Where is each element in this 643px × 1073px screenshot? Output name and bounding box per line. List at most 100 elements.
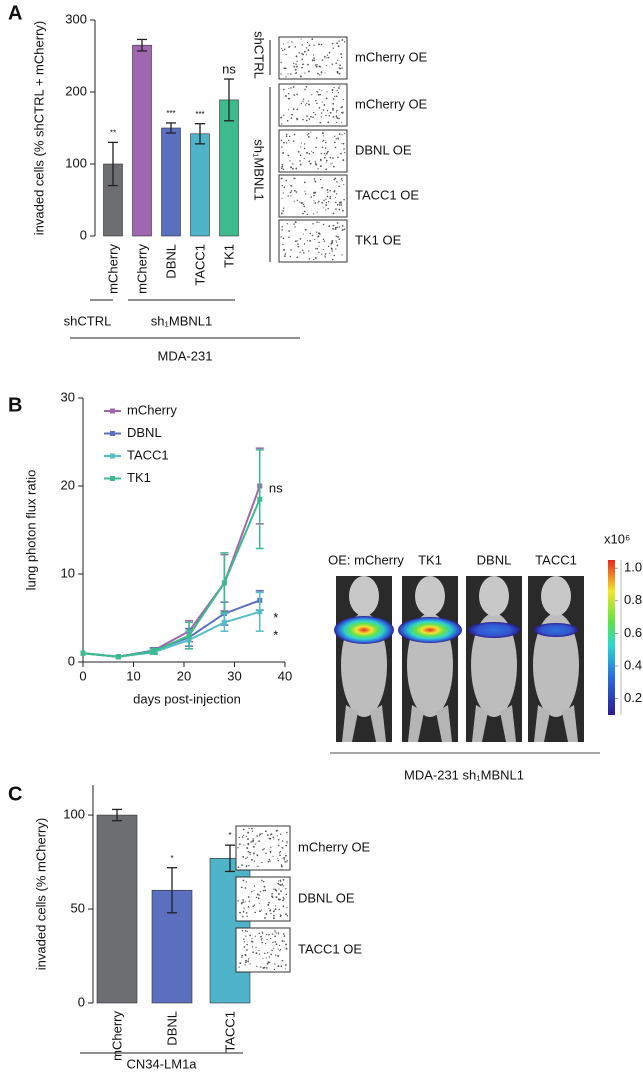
cell-dot xyxy=(306,240,308,242)
cell-dot xyxy=(321,101,323,103)
cell-dot xyxy=(248,828,250,830)
significance: * xyxy=(273,610,278,625)
cell-dot xyxy=(294,226,296,228)
cell-dot xyxy=(266,938,268,941)
legend-label: TK1 xyxy=(127,470,151,485)
cell-dot xyxy=(338,204,341,206)
cell-dot xyxy=(324,72,326,74)
cell-dot xyxy=(308,44,311,47)
cell-dot xyxy=(289,191,292,194)
cell-dot xyxy=(283,940,285,942)
cell-dot xyxy=(299,160,301,162)
signal xyxy=(334,616,394,644)
cell-dot xyxy=(311,94,313,96)
cell-dot xyxy=(329,195,332,198)
cell-dot xyxy=(306,41,309,44)
point xyxy=(221,619,227,625)
group-label: MDA-231 xyxy=(158,348,213,363)
cell-dot xyxy=(278,852,281,854)
cell-dot xyxy=(318,65,321,68)
mouse-legs xyxy=(408,705,452,742)
micrograph xyxy=(235,876,291,922)
legend-swatch xyxy=(110,476,115,481)
cell-dot xyxy=(247,958,250,960)
cell-dot xyxy=(320,152,323,155)
cell-dot xyxy=(285,179,288,182)
cell-dot xyxy=(284,860,287,863)
cell-dot xyxy=(247,831,250,834)
cell-dot xyxy=(320,112,323,114)
cell-dot xyxy=(281,146,283,148)
cell-dot xyxy=(305,47,308,49)
cell-dot xyxy=(325,114,327,116)
cell-dot xyxy=(302,63,304,66)
cell-dot xyxy=(267,904,269,906)
cell-dot xyxy=(343,184,345,186)
cell-dot xyxy=(283,885,285,887)
cell-dot xyxy=(328,252,330,254)
cell-dot xyxy=(282,896,284,899)
cell-dot xyxy=(283,141,285,144)
cell-dot xyxy=(285,893,288,896)
cell-dot xyxy=(261,879,263,882)
cell-dot xyxy=(330,242,333,245)
cell-dot xyxy=(281,49,284,52)
bar xyxy=(161,127,181,237)
cell-dot xyxy=(265,913,268,915)
cell-dot xyxy=(336,222,339,224)
cell-dot xyxy=(276,829,278,832)
cell-dot xyxy=(313,200,315,202)
cell-dot xyxy=(262,889,265,892)
cell-dot xyxy=(341,229,344,231)
cell-dot xyxy=(267,961,270,964)
cell-dot xyxy=(277,858,279,860)
cell-dot xyxy=(264,942,267,945)
cell-dot xyxy=(307,49,310,52)
cell-dot xyxy=(276,835,278,837)
cell-dot xyxy=(336,244,339,247)
cell-dot xyxy=(242,910,245,913)
cell-dot xyxy=(317,168,319,170)
cell-dot xyxy=(320,160,322,162)
cell-dot xyxy=(282,210,284,212)
cell-dot xyxy=(315,146,317,149)
cell-dot xyxy=(327,207,329,210)
cell-dot xyxy=(285,888,287,890)
cell-dot xyxy=(305,54,307,56)
y-axis-label: invaded cells (% shCTRL + mCherry) xyxy=(31,21,46,235)
cell-dot xyxy=(319,121,322,124)
cell-dot xyxy=(285,142,288,144)
x-tick-label: mCherry xyxy=(134,244,149,294)
cell-dot xyxy=(274,941,277,943)
cell-dot xyxy=(341,121,343,123)
cell-dot xyxy=(332,228,334,230)
cell-dot xyxy=(336,89,338,92)
cell-dot xyxy=(302,100,304,102)
cell-dot xyxy=(271,949,273,952)
cell-dot xyxy=(328,225,331,228)
cell-dot xyxy=(238,966,240,968)
cell-dot xyxy=(336,109,338,112)
cell-dot xyxy=(264,889,267,892)
cell-dot xyxy=(237,847,239,849)
cell-dot xyxy=(291,41,293,43)
cell-dot xyxy=(237,866,240,869)
cell-dot xyxy=(293,189,296,192)
cell-dot xyxy=(293,223,295,225)
cell-dot xyxy=(308,103,310,106)
cell-dot xyxy=(259,833,262,836)
cell-dot xyxy=(283,48,286,51)
cell-dot xyxy=(240,902,243,905)
group-label: CN34-LM1a xyxy=(126,1056,197,1071)
cell-dot xyxy=(280,167,283,170)
cell-dot xyxy=(242,879,245,882)
y-tick-label: 30 xyxy=(61,389,75,404)
image-label: DBNL OE xyxy=(355,142,412,157)
cell-dot xyxy=(337,156,339,159)
cell-dot xyxy=(254,843,256,845)
cell-dot xyxy=(259,891,261,893)
cell-dot xyxy=(280,236,282,238)
cell-dot xyxy=(341,134,343,136)
cell-dot xyxy=(282,879,285,881)
cell-dot xyxy=(302,118,304,121)
